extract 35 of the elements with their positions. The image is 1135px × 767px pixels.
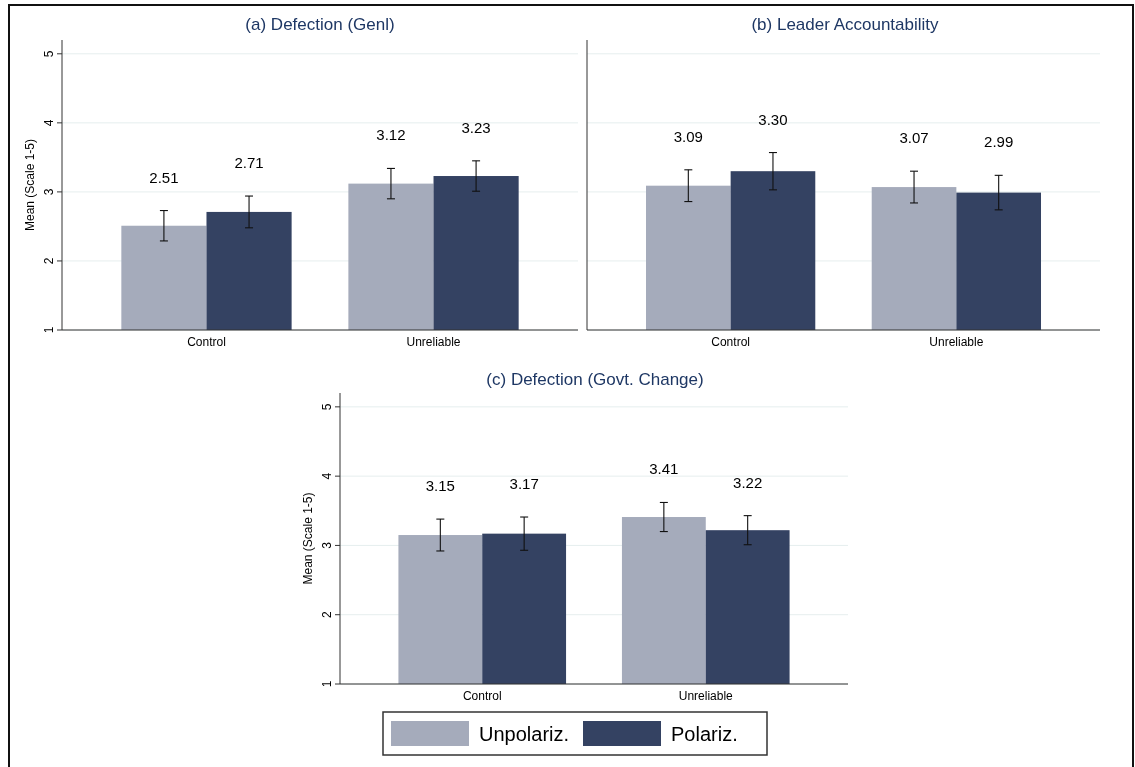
data-label: 3.09 [673,127,703,145]
data-label: 3.07 [899,129,929,147]
y-tick-label: 4 [42,119,56,127]
y-tick-label: 1 [320,680,334,688]
x-tick-label: Control [187,335,226,349]
x-tick-label: Unreliable [929,335,984,349]
chart-title: (a) Defection (Genl) [245,15,395,34]
x-tick-label: Control [711,335,750,349]
y-tick-label: 3 [42,188,56,196]
y-tick-label: 2 [320,611,334,619]
y-tick-label: 2 [42,257,56,265]
data-label: 3.41 [649,460,679,478]
y-tick-label: 3 [320,541,334,549]
chart-title: (b) Leader Accountability [751,15,940,34]
data-label: 3.23 [461,118,491,136]
data-label: 3.22 [733,473,763,491]
y-tick-label: 5 [42,50,56,58]
data-label: 2.51 [149,168,179,186]
data-label: 3.15 [425,477,455,495]
x-tick-label: Unreliable [678,689,734,703]
y-tick-label: 4 [320,472,334,480]
y-axis-title: Mean (Scale 1-5) [23,138,37,232]
x-tick-label: Control [462,689,502,703]
data-label: 2.99 [984,133,1014,151]
data-label: 3.17 [509,475,539,493]
y-axis-title: Mean (Scale 1-5) [301,492,315,585]
y-tick-label: 5 [320,403,334,411]
legend-label: Polariz. [671,723,738,745]
chart-title: (c) Defection (Govt. Change) [486,370,704,389]
y-tick-label: 1 [42,326,56,334]
data-label: 2.71 [234,154,264,172]
data-label: 3.30 [758,110,788,128]
legend-label: Unpolariz. [479,723,570,745]
x-tick-label: Unreliable [406,335,461,349]
data-label: 3.12 [376,126,406,144]
